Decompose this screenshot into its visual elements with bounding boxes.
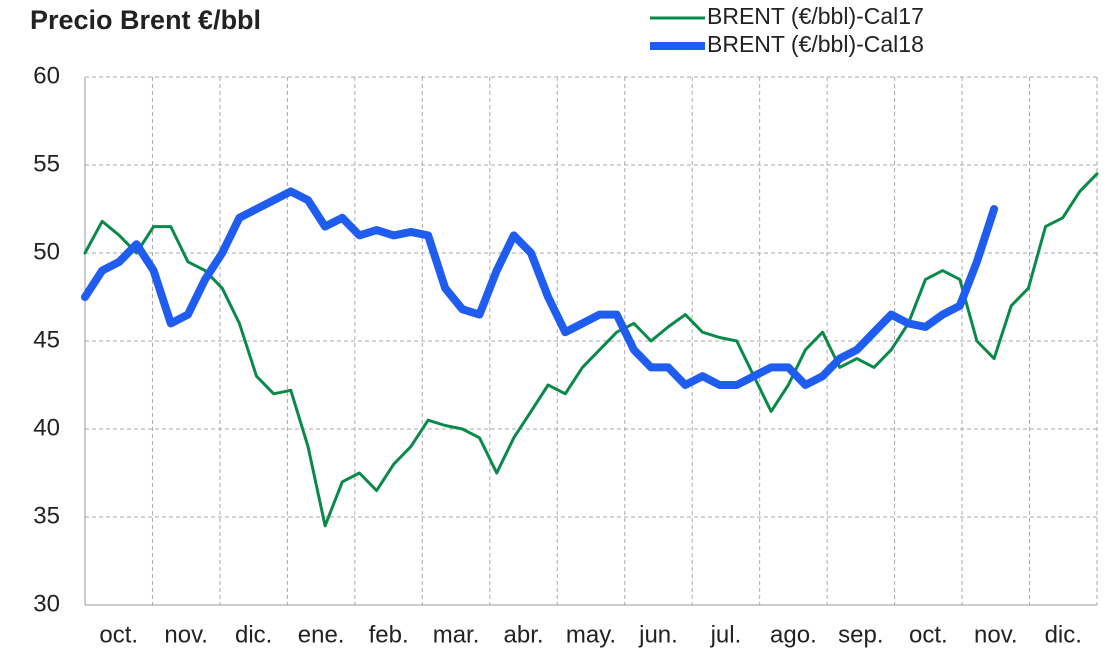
- y-tick-label: 60: [33, 62, 60, 89]
- x-tick-label: jun.: [638, 621, 678, 648]
- legend-label: BRENT (€/bbl)-Cal17: [707, 3, 924, 29]
- x-tick-label: abr.: [504, 621, 544, 648]
- y-tick-label: 50: [33, 238, 60, 265]
- series-line: [83, 172, 1099, 528]
- x-tick-label: may.: [566, 621, 616, 648]
- chart-title: Precio Brent €/bbl: [30, 5, 261, 35]
- x-tick-label: oct.: [909, 621, 948, 648]
- x-tick-label: ene.: [298, 621, 345, 648]
- x-tick-label: ago.: [770, 621, 817, 648]
- x-tick-label: sep.: [838, 621, 883, 648]
- y-tick-label: 40: [33, 414, 60, 441]
- y-tick-label: 30: [33, 590, 60, 617]
- x-tick-label: mar.: [433, 621, 480, 648]
- x-tick-label: oct.: [99, 621, 138, 648]
- series-line: [81, 187, 999, 389]
- legend-label: BRENT (€/bbl)-Cal18: [707, 31, 924, 57]
- y-tick-label: 45: [33, 326, 60, 353]
- x-tick-label: dic.: [1045, 621, 1082, 648]
- x-tick-label: nov.: [164, 621, 208, 648]
- y-tick-label: 35: [33, 502, 60, 529]
- x-tick-label: nov.: [974, 621, 1018, 648]
- y-tick-label: 55: [33, 150, 60, 177]
- x-tick-label: feb.: [369, 621, 409, 648]
- x-tick-label: dic.: [235, 621, 272, 648]
- x-tick-label: jul.: [710, 621, 742, 648]
